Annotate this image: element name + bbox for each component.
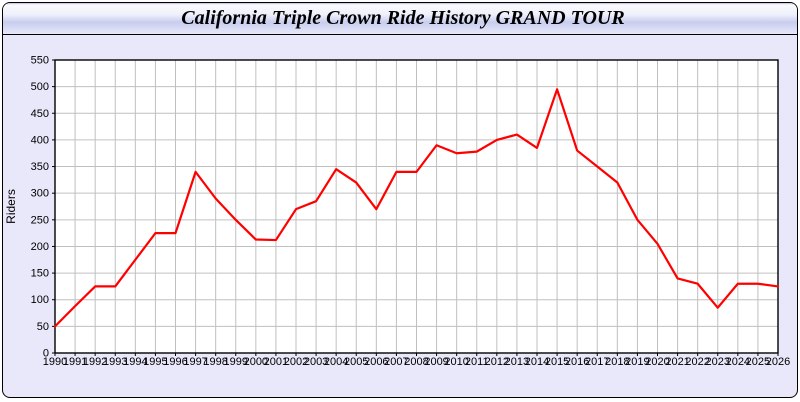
svg-text:350: 350 [31, 161, 49, 173]
svg-text:250: 250 [31, 214, 49, 226]
svg-text:150: 150 [31, 268, 49, 280]
svg-text:400: 400 [31, 134, 49, 146]
svg-text:2026: 2026 [766, 356, 790, 368]
svg-text:550: 550 [31, 55, 49, 67]
svg-text:50: 50 [37, 321, 49, 333]
svg-text:500: 500 [31, 81, 49, 93]
svg-text:300: 300 [31, 188, 49, 200]
svg-text:Riders: Riders [4, 189, 18, 224]
svg-text:200: 200 [31, 241, 49, 253]
svg-text:100: 100 [31, 294, 49, 306]
svg-text:450: 450 [31, 108, 49, 120]
